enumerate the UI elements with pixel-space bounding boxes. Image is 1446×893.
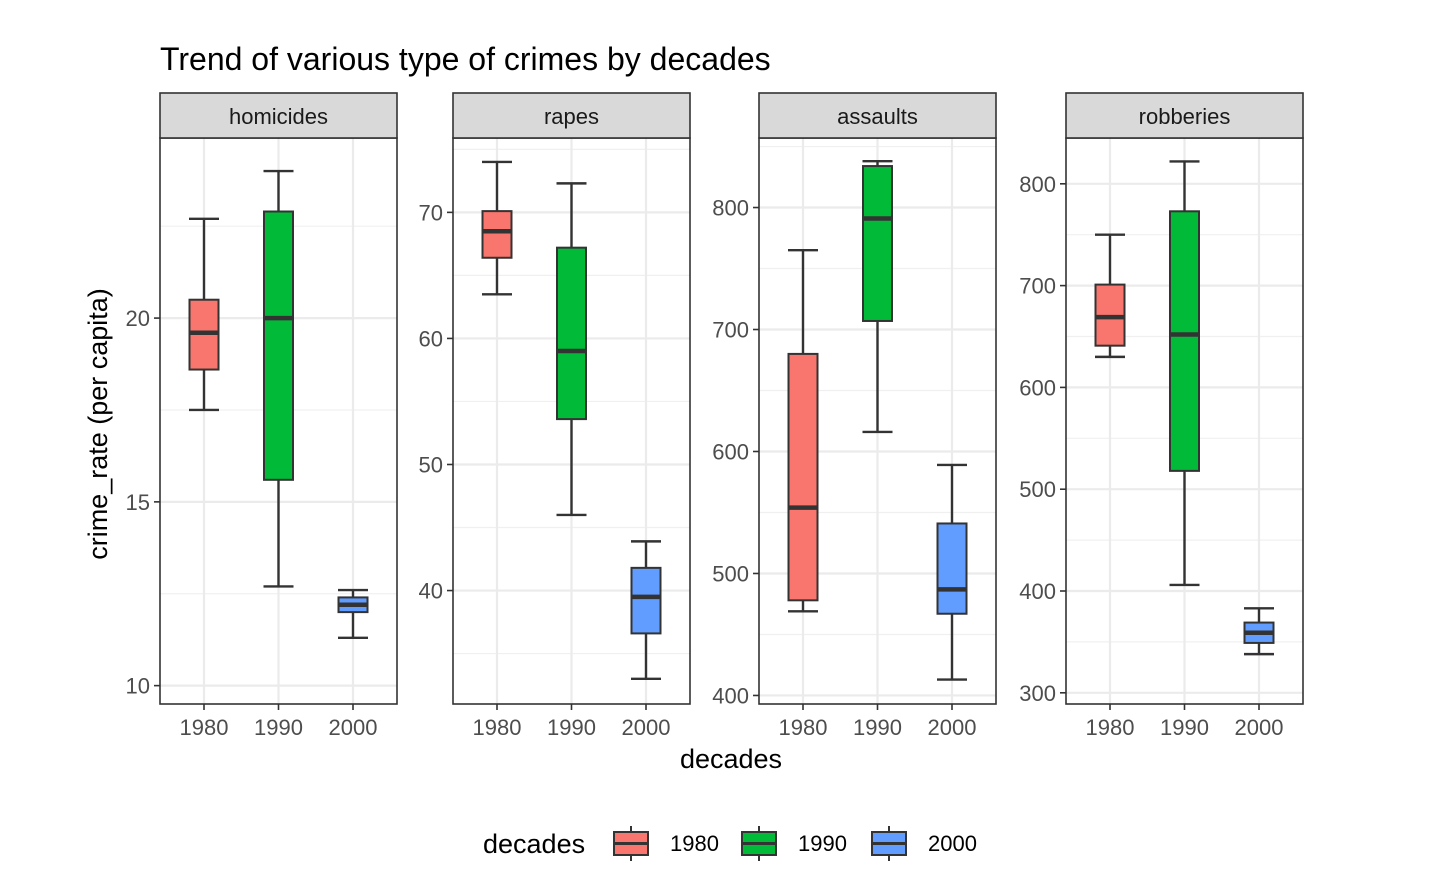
facet-strip [159,92,398,139]
box-robberies-2000 [1243,607,1275,656]
box-rapes-2000 [630,540,662,680]
y-tick-label: 10 [126,674,150,699]
y-axis-title: crime_rate (per capita) [83,288,113,560]
facet-panel-assaults: assaults 400 500 600 700 800 1980 1990 2000 [712,92,997,740]
y-tick-label: 700 [712,318,749,343]
y-tick-label: 700 [1019,274,1056,299]
box-homicides-1980 [188,217,220,412]
legend-label: 1990 [798,831,847,856]
y-tick-label: 600 [1019,375,1056,400]
box-body [936,522,968,615]
y-tick-label: 600 [712,439,749,464]
y-tick-label: 300 [1019,681,1056,706]
box-rapes-1990 [556,182,587,517]
facet-panels: homicides 10 15 20 1980 1990 2000 rapes 40 50 60 70… [126,92,1304,740]
x-tick-label: 2000 [928,715,977,740]
x-tick-label: 1990 [853,715,902,740]
box-assaults-2000 [936,463,968,681]
legend-label: 2000 [928,831,977,856]
x-tick-label: 1990 [1160,715,1209,740]
box-body [556,246,587,421]
y-tick-label: 70 [419,200,443,225]
facet-strip-label: rapes [544,104,599,129]
y-tick-label: 50 [419,452,443,477]
facet-strip [452,92,691,139]
box-robberies-1980 [1094,233,1126,359]
facet-strip [1065,92,1304,139]
y-tick-label: 800 [1019,172,1056,197]
box-assaults-1980 [787,249,819,613]
box-homicides-1990 [263,169,294,588]
x-tick-label: 1990 [254,715,303,740]
chart-title: Trend of various type of crimes by decad… [160,41,771,77]
x-tick-label: 1980 [779,715,828,740]
x-tick-label: 2000 [329,715,378,740]
facet-panel-rapes: rapes 40 50 60 70 1980 1990 2000 [419,92,691,740]
y-tick-label: 500 [1019,477,1056,502]
box-body [263,210,294,481]
facet-panel-homicides: homicides 10 15 20 1980 1990 2000 [126,92,398,740]
legend-item-1990: 1990 [741,826,847,861]
y-tick-label: 40 [419,579,443,604]
x-tick-label: 2000 [622,715,671,740]
x-axis-title: decades [680,744,782,774]
x-tick-label: 1980 [1086,715,1135,740]
y-tick-label: 60 [419,326,443,351]
legend-item-2000: 2000 [871,826,977,861]
box-body [481,210,513,259]
facet-strip-label: homicides [229,104,328,129]
y-tick-label: 500 [712,561,749,586]
box-body [630,566,662,635]
y-tick-label: 20 [126,306,150,331]
facet-strip-label: assaults [837,104,918,129]
box-homicides-2000 [337,588,369,640]
box-body [787,352,819,602]
y-tick-label: 15 [126,490,150,515]
box-robberies-1990 [1169,160,1200,587]
legend-title: decades [483,829,585,859]
y-tick-label: 400 [712,683,749,708]
box-assaults-1990 [862,159,893,434]
legend-label: 1980 [670,831,719,856]
x-tick-label: 2000 [1235,715,1284,740]
box-rapes-1980 [481,160,513,296]
box-body [1169,210,1200,472]
x-tick-label: 1980 [180,715,229,740]
y-tick-label: 800 [712,196,749,221]
x-tick-label: 1980 [473,715,522,740]
box-body [862,165,893,322]
facet-strip-label: robberies [1139,104,1231,129]
legend: decades 1980 1990 2000 [483,826,977,861]
y-tick-label: 400 [1019,579,1056,604]
facet-strip [758,92,997,139]
facet-panel-robberies: robberies 300 400 500 600 700 800 1980 1990 2000 [1019,92,1304,740]
legend-item-1980: 1980 [613,826,719,861]
x-tick-label: 1990 [547,715,596,740]
